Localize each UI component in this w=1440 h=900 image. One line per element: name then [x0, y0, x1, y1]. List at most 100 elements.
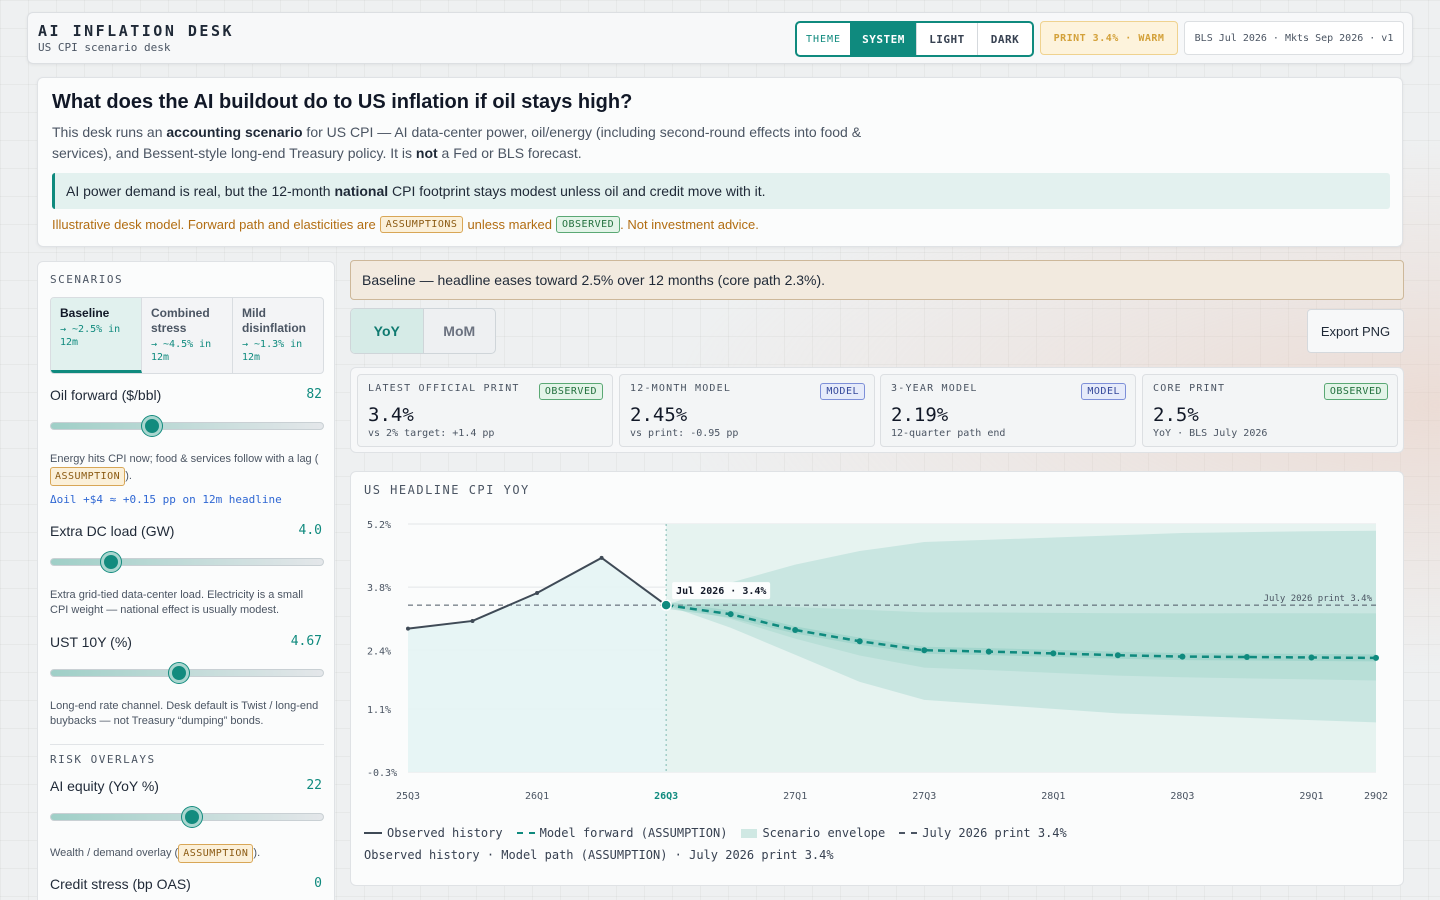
x-tick-label: 27Q1: [783, 791, 807, 802]
theme-switcher: THEME SYSTEM LIGHT DARK: [795, 21, 1034, 57]
forward-point: [792, 626, 799, 633]
page-title: What does the AI buildout do to US infla…: [52, 91, 633, 113]
theme-light-button[interactable]: LIGHT: [916, 23, 977, 55]
print-reference-label: July 2026 print 3.4%: [1264, 594, 1373, 604]
theme-dark-button[interactable]: DARK: [977, 23, 1032, 55]
ust-label: UST 10Y (%): [50, 634, 132, 650]
kpi-badge: MODEL: [820, 383, 865, 400]
history-area: [408, 557, 667, 772]
controls-panel: SCENARIOS Baseline → ~2.5% in 12m Combin…: [37, 261, 335, 900]
mom-button[interactable]: MoM: [443, 323, 476, 339]
dc-load-help: Extra grid-tied data-center load. Electr…: [50, 589, 304, 616]
y-tick-label: 5.2%: [367, 520, 391, 531]
forward-point: [1243, 654, 1250, 661]
x-tick-label: 29Q2: [1364, 791, 1388, 802]
kpi-latest-print: LATEST OFFICIAL PRINT OBSERVED 3.4% vs 2…: [357, 374, 613, 447]
ust-help: Long-end rate channel. Desk default is T…: [50, 700, 319, 727]
dc-load-label: Extra DC load (GW): [50, 523, 175, 539]
legend-print: July 2026 print 3.4%: [899, 826, 1067, 840]
y-tick-label: -0.3%: [367, 768, 397, 779]
kpi-12-month-model: 12-MONTH MODEL MODEL 2.45% vs print: -0.…: [619, 374, 875, 447]
x-tick-label: 29Q1: [1299, 791, 1323, 802]
ust-slider-handle[interactable]: [168, 663, 189, 683]
kpi-strip: LATEST OFFICIAL PRINT OBSERVED 3.4% vs 2…: [350, 367, 1404, 453]
history-point: [406, 626, 410, 631]
forward-point: [1114, 652, 1121, 659]
x-tick-label: 27Q3: [912, 791, 936, 802]
yoy-button[interactable]: YoY: [351, 309, 424, 353]
ai-equity-slider-handle[interactable]: [182, 807, 203, 827]
oil-slider-handle[interactable]: [141, 416, 162, 436]
scenario-mild-disinflation[interactable]: Mild disinflation → ~1.3% in 12m: [242, 306, 306, 363]
scenario-tabs: Baseline → ~2.5% in 12m Combined stress …: [50, 297, 324, 374]
current-print-point: [660, 599, 672, 611]
credit-stress-label: Credit stress (bp OAS): [50, 876, 191, 892]
forward-point: [856, 638, 863, 645]
x-tick-label: 26Q1: [525, 791, 549, 802]
kpi-badge: OBSERVED: [1323, 383, 1388, 400]
intro-card: What does the AI buildout do to US infla…: [37, 77, 1403, 247]
forward-line: [665, 603, 1377, 660]
dc-load-slider-handle[interactable]: [100, 552, 121, 572]
chart-title: US HEADLINE CPI YOY: [364, 483, 530, 497]
theme-system-button[interactable]: SYSTEM: [851, 23, 916, 55]
forward-point: [1179, 653, 1186, 660]
x-tick-label: 28Q1: [1041, 791, 1065, 802]
history-point: [599, 555, 604, 560]
legend-history: Observed history: [364, 826, 503, 840]
history-point: [470, 618, 475, 623]
app-subtitle: US CPI scenario desk: [38, 41, 171, 54]
scenario-combined-stress[interactable]: Combined stress → ~4.5% in 12m: [142, 298, 233, 373]
forward-point: [727, 611, 734, 618]
credit-stress-value: 0: [314, 876, 322, 891]
dc-load-value: 4.0: [298, 523, 322, 538]
cpi-chart[interactable]: 5.2% 3.8% 2.4% 1.1% -0.3% July 2026 print 3.4…: [351, 472, 1405, 817]
y-tick-label: 1.1%: [367, 705, 391, 716]
key-takeaway-callout: AI power demand is real, but the 12-mont…: [52, 173, 1390, 209]
top-bar: AI INFLATION DESK US CPI scenario desk T…: [27, 12, 1413, 64]
theme-label: THEME: [797, 23, 851, 55]
yoy-mom-toggle: YoY MoM: [350, 308, 496, 354]
disclaimer: Illustrative desk model. Forward path an…: [52, 216, 759, 233]
chart-legend: Observed history Model forward (ASSUMPTI…: [364, 826, 1067, 840]
ust-value: 4.67: [290, 634, 322, 649]
intro-lead: This desk runs an accounting scenario fo…: [52, 124, 862, 161]
oil-value: 82: [306, 387, 322, 402]
kpi-core-print: CORE PRINT OBSERVED 2.5% YoY · BLS July …: [1142, 374, 1398, 447]
ai-equity-slider[interactable]: [50, 807, 324, 827]
legend-envelope: Scenario envelope: [741, 826, 885, 840]
observed-tag: OBSERVED: [556, 216, 621, 233]
forward-point: [921, 647, 928, 654]
x-tick-label: 28Q3: [1170, 791, 1194, 802]
oil-slider[interactable]: [50, 416, 324, 436]
history-point: [535, 590, 540, 595]
print-status-badge: PRINT 3.4% · WARM: [1040, 21, 1178, 55]
scenarios-title: SCENARIOS: [50, 273, 124, 286]
legend-forward: Model forward (ASSUMPTION): [516, 826, 727, 840]
dc-load-slider[interactable]: [50, 552, 324, 572]
forward-point: [1050, 650, 1057, 657]
scenario-envelope-core: [666, 603, 1376, 681]
oil-help: Energy hits CPI now; food & services fol…: [50, 452, 324, 486]
kpi-badge: OBSERVED: [538, 383, 603, 400]
ai-equity-label: AI equity (YoY %): [50, 778, 159, 794]
oil-label: Oil forward ($/bbl): [50, 387, 162, 403]
ust-slider[interactable]: [50, 663, 324, 683]
forward-point: [985, 648, 992, 655]
oil-sensitivity: Δoil +$4 ≈ +0.15 pp on 12m headline: [50, 493, 282, 506]
export-png-button[interactable]: Export PNG: [1307, 309, 1404, 353]
kpi-badge: MODEL: [1081, 383, 1126, 400]
kpi-3-year-model: 3-YEAR MODEL MODEL 2.19% 12-quarter path…: [880, 374, 1136, 447]
y-tick-label: 2.4%: [367, 646, 391, 657]
y-tick-label: 3.8%: [367, 583, 391, 594]
divider: [50, 744, 324, 745]
chart-caption: Observed history · Model path (ASSUMPTIO…: [364, 848, 834, 862]
scenario-baseline[interactable]: Baseline → ~2.5% in 12m: [51, 298, 142, 373]
tooltip-label: Jul 2026 · 3.4%: [676, 586, 766, 597]
x-tick-label: 25Q3: [396, 791, 420, 802]
scenario-summary-banner: Baseline — headline eases toward 2.5% ov…: [350, 260, 1404, 300]
app-title: AI INFLATION DESK: [38, 22, 235, 40]
cpi-chart-card: US HEADLINE CPI YOY 5.2% 3.8% 2.4% 1.1% -0.3…: [350, 471, 1404, 886]
data-vintage-badge: BLS Jul 2026 · Mkts Sep 2026 · v1: [1184, 21, 1404, 55]
assumptions-tag: ASSUMPTIONS: [379, 216, 464, 233]
